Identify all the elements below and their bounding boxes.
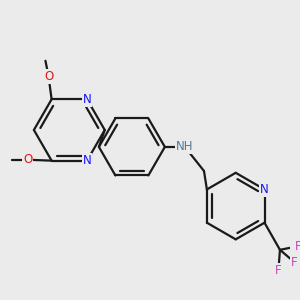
Text: N: N (83, 154, 92, 167)
Text: O: O (44, 70, 53, 83)
Text: N: N (260, 183, 269, 196)
Text: F: F (275, 264, 282, 277)
Text: N: N (83, 93, 92, 106)
Text: NH: NH (176, 140, 194, 153)
Text: F: F (291, 256, 298, 269)
Text: O: O (23, 153, 32, 166)
Text: F: F (295, 240, 300, 253)
